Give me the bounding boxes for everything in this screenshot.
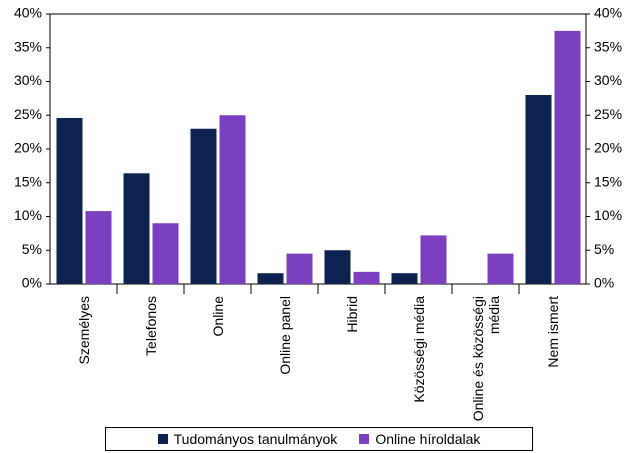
y-tick-label: 15%	[14, 173, 42, 189]
bar	[152, 223, 179, 284]
y2-tick-label: 5%	[594, 241, 614, 257]
bar	[123, 173, 150, 284]
y2-tick-label: 0%	[594, 275, 614, 291]
x-tick-label: Telefonos	[142, 296, 159, 356]
y-tick-label: 25%	[14, 106, 42, 122]
bar	[420, 235, 447, 284]
bar	[257, 273, 284, 284]
bar	[219, 115, 246, 284]
legend-swatch	[359, 434, 370, 444]
y2-tick-label: 15%	[594, 173, 622, 189]
y2-tick-label: 20%	[594, 140, 622, 156]
x-tick-label: Online és közösségi média	[469, 296, 502, 422]
bar	[190, 128, 217, 284]
legend-swatch	[157, 434, 168, 444]
legend: Tudományos tanulmányok Online híroldalak	[105, 427, 533, 451]
y-tick-label: 30%	[14, 72, 42, 88]
y2-tick-label: 40%	[594, 5, 622, 21]
x-tick-label: Online	[209, 296, 226, 337]
legend-item: Online híroldalak	[359, 431, 480, 447]
bar	[56, 117, 83, 284]
x-tick-label: Hibrid	[343, 296, 360, 333]
bar	[85, 211, 112, 284]
y-tick-label: 0%	[22, 275, 42, 291]
bar	[525, 95, 552, 284]
y-tick-label: 40%	[14, 5, 42, 21]
bar	[487, 253, 514, 284]
y-tick-label: 35%	[14, 38, 42, 54]
x-tick-label: Nem ismert	[544, 296, 561, 368]
x-tick-label: Közösségi média	[410, 296, 427, 403]
y2-tick-label: 30%	[594, 72, 622, 88]
bar	[391, 273, 418, 284]
y-tick-label: 10%	[14, 207, 42, 223]
y2-tick-label: 25%	[594, 106, 622, 122]
bar	[554, 30, 581, 284]
x-tick-label: Személyes	[75, 296, 92, 365]
bar	[286, 253, 313, 284]
legend-label: Online híroldalak	[375, 431, 481, 447]
bar	[324, 250, 351, 284]
y-tick-label: 5%	[22, 241, 42, 257]
bar	[353, 271, 380, 284]
legend-label: Tudományos tanulmányok	[173, 431, 338, 447]
legend-item: Tudományos tanulmányok	[157, 431, 338, 447]
y2-tick-label: 35%	[594, 38, 622, 54]
x-tick-label: Online panel	[276, 296, 293, 375]
y2-tick-label: 10%	[594, 207, 622, 223]
y-tick-label: 20%	[14, 140, 42, 156]
